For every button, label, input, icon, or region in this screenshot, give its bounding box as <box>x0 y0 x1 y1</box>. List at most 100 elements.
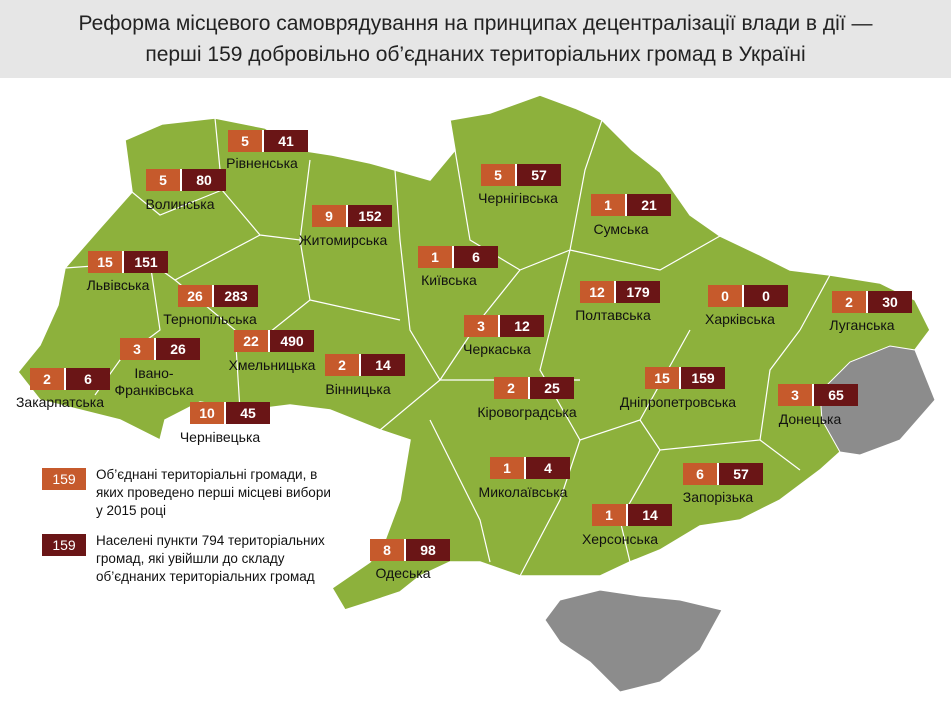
region-badge: 5 57 <box>481 164 561 186</box>
region-name: Рівненська <box>226 155 298 171</box>
communities-count: 2 <box>30 368 64 390</box>
settlements-count: 0 <box>742 285 788 307</box>
settlements-count: 41 <box>262 130 308 152</box>
region-name: Івано-Франківська <box>114 365 194 398</box>
communities-count: 8 <box>370 539 404 561</box>
crimea <box>544 589 723 693</box>
region-name: Чернігівська <box>478 190 558 206</box>
region-badge: 12 179 <box>580 281 660 303</box>
region-badge: 3 26 <box>120 338 200 360</box>
region-name: Запорізька <box>682 489 754 505</box>
settlements-count: 80 <box>180 169 226 191</box>
settlements-count: 283 <box>212 285 258 307</box>
communities-count: 12 <box>580 281 614 303</box>
region-name: Львівська <box>86 277 150 293</box>
settlements-count: 25 <box>528 377 574 399</box>
region-name: Херсонська <box>581 531 659 547</box>
region-name: Київська <box>421 272 477 288</box>
region-badge: 15 159 <box>645 367 725 389</box>
settlements-count: 26 <box>154 338 200 360</box>
settlements-count: 159 <box>679 367 725 389</box>
communities-count: 3 <box>464 315 498 337</box>
region-name: Хмельницька <box>228 357 316 373</box>
region-name: Дніпропетровська <box>619 394 737 410</box>
region-name: Кіровоградська <box>477 404 577 420</box>
region-name: Волинська <box>145 196 215 212</box>
communities-count: 1 <box>418 246 452 268</box>
region-badge: 2 25 <box>494 377 574 399</box>
communities-count: 2 <box>832 291 866 313</box>
communities-count: 10 <box>190 402 224 424</box>
settlements-count: 57 <box>515 164 561 186</box>
communities-count: 1 <box>490 457 524 479</box>
header: Реформа місцевого самоврядування на прин… <box>0 0 951 78</box>
settlements-count: 6 <box>64 368 110 390</box>
region-name: Вінницька <box>325 381 391 397</box>
region-badge: 1 14 <box>592 504 672 526</box>
settlements-count: 14 <box>359 354 405 376</box>
settlements-count: 179 <box>614 281 660 303</box>
region-name: Донецька <box>778 411 842 427</box>
communities-count: 22 <box>234 330 268 352</box>
region-badge: 2 30 <box>832 291 912 313</box>
settlements-count: 45 <box>224 402 270 424</box>
region-badge: 5 41 <box>228 130 308 152</box>
communities-count: 2 <box>494 377 528 399</box>
settlements-count: 14 <box>626 504 672 526</box>
region-badge: 10 45 <box>190 402 270 424</box>
communities-count: 5 <box>146 169 180 191</box>
settlements-count: 21 <box>625 194 671 216</box>
communities-count: 26 <box>178 285 212 307</box>
communities-count: 9 <box>312 205 346 227</box>
region-badge: 22 490 <box>234 330 314 352</box>
region-badge: 1 21 <box>591 194 671 216</box>
communities-count: 3 <box>120 338 154 360</box>
region-name: Сумська <box>593 221 649 237</box>
settlements-count: 152 <box>346 205 392 227</box>
region-badge: 5 80 <box>146 169 226 191</box>
region-badge: 3 65 <box>778 384 858 406</box>
communities-count: 5 <box>481 164 515 186</box>
communities-count: 3 <box>778 384 812 406</box>
settlements-count: 98 <box>404 539 450 561</box>
communities-count: 15 <box>645 367 679 389</box>
region-name: Луганська <box>829 317 895 333</box>
communities-count: 1 <box>592 504 626 526</box>
region-name: Чернівецька <box>179 429 261 445</box>
region-badge: 2 14 <box>325 354 405 376</box>
region-name: Харківська <box>705 311 775 327</box>
region-name: Закарпатська <box>15 394 105 410</box>
communities-count: 0 <box>708 285 742 307</box>
settlements-count: 151 <box>122 251 168 273</box>
region-badge: 26 283 <box>178 285 258 307</box>
legend-swatch: 159 <box>42 534 86 556</box>
communities-count: 6 <box>683 463 717 485</box>
settlements-count: 65 <box>812 384 858 406</box>
region-name: Житомирська <box>298 232 388 248</box>
region-badge: 3 12 <box>464 315 544 337</box>
region-name: Черкаська <box>463 341 531 357</box>
region-badge: 9 152 <box>312 205 392 227</box>
region-badge: 15 151 <box>88 251 168 273</box>
legend-text: Об’єднані територіальні громади, в яких … <box>96 467 331 518</box>
settlements-count: 57 <box>717 463 763 485</box>
region-name: Одеська <box>375 565 431 581</box>
title-line: перші 159 добровільно об’єднаних територ… <box>145 43 806 66</box>
communities-count: 15 <box>88 251 122 273</box>
settlements-count: 6 <box>452 246 498 268</box>
communities-count: 1 <box>591 194 625 216</box>
communities-count: 5 <box>228 130 262 152</box>
region-name: Полтавська <box>575 307 651 323</box>
legend-text: Населені пункти 794 територіальних грома… <box>96 533 325 584</box>
region-name: Миколаївська <box>478 484 568 500</box>
settlements-count: 4 <box>524 457 570 479</box>
settlements-count: 30 <box>866 291 912 313</box>
region-badge: 8 98 <box>370 539 450 561</box>
legend-swatch: 159 <box>42 468 86 490</box>
settlements-count: 12 <box>498 315 544 337</box>
